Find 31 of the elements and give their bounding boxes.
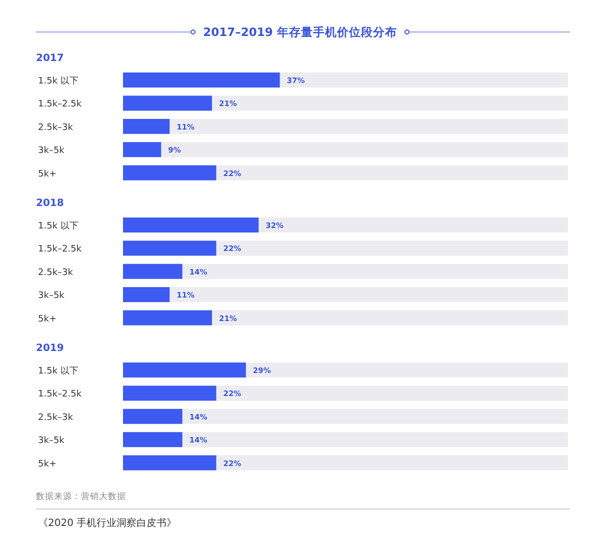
y-tick-label: 3k–5k <box>38 291 66 302</box>
text: 《2020 手机行业洞察白皮书》 <box>38 517 177 529</box>
y-tick-label: 2.5k–3k <box>38 412 74 423</box>
bar <box>123 287 170 302</box>
bar <box>123 165 216 180</box>
y-tick-label: 1.5k 以下 <box>38 366 78 376</box>
bar <box>123 96 212 111</box>
bar <box>123 240 216 256</box>
y-tick-label: 3k–5k <box>38 146 66 156</box>
y-tick-label: 1.5k–2.5k <box>38 244 82 255</box>
bar <box>123 264 182 279</box>
source-note: 数据来源：营销大数据 <box>36 491 126 502</box>
y-tick-label: 3k–5k <box>38 436 66 446</box>
y-tick-label: 1.5k 以下 <box>38 76 78 86</box>
y-tick-label: 5k+ <box>38 169 56 180</box>
y-tick-label: 1.5k–2.5k <box>38 390 82 400</box>
bar <box>123 72 280 88</box>
bar <box>123 218 259 232</box>
chart-subtitle: 2017 <box>36 53 64 64</box>
bar <box>123 142 162 158</box>
chart-subtitle: 2018 <box>36 198 64 209</box>
y-tick-label: 1.5k–2.5k <box>38 100 82 110</box>
chart-title: 2017–2019 年存量手机价位段分布 <box>203 25 397 39</box>
y-tick-label: 5k+ <box>38 459 56 470</box>
bar <box>123 118 170 134</box>
y-tick-label: 5k+ <box>38 314 56 324</box>
bar <box>123 310 212 326</box>
y-tick-label: 1.5k 以下 <box>38 220 78 232</box>
y-tick-label: 2.5k–3k <box>38 122 74 133</box>
y-tick-label: 2.5k–3k <box>38 268 74 278</box>
chart-subtitle: 2019 <box>36 343 64 354</box>
